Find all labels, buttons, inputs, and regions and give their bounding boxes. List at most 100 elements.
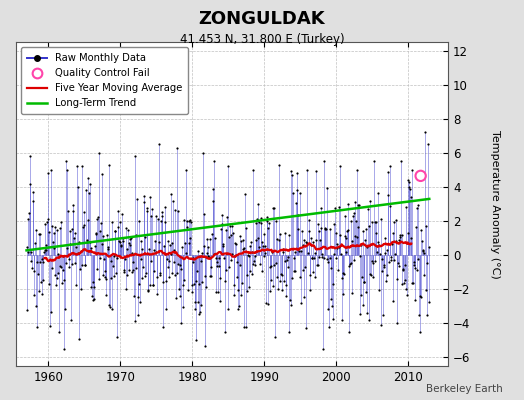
Point xyxy=(290,268,299,274)
Point xyxy=(213,259,221,266)
Point xyxy=(353,167,361,173)
Point xyxy=(397,158,405,164)
Point xyxy=(398,281,407,287)
Point xyxy=(136,256,145,262)
Point xyxy=(366,271,374,278)
Point xyxy=(362,289,370,296)
Point xyxy=(156,272,165,278)
Point xyxy=(114,224,122,230)
Point xyxy=(103,246,112,252)
Point xyxy=(128,258,137,265)
Point xyxy=(105,302,113,308)
Point xyxy=(81,262,90,268)
Point xyxy=(250,253,259,260)
Point xyxy=(286,296,294,303)
Point xyxy=(289,190,297,196)
Point xyxy=(201,343,210,349)
Point xyxy=(151,238,159,244)
Point xyxy=(102,276,110,282)
Point xyxy=(355,202,363,208)
Point xyxy=(114,208,123,214)
Point xyxy=(211,255,220,262)
Point xyxy=(224,163,233,170)
Point xyxy=(77,248,85,254)
Point xyxy=(309,239,318,245)
Point xyxy=(134,312,143,318)
Point xyxy=(201,273,209,279)
Point xyxy=(93,266,101,272)
Point xyxy=(140,234,149,240)
Point xyxy=(257,220,266,226)
Point xyxy=(324,259,333,266)
Point xyxy=(110,253,118,259)
Point xyxy=(239,246,247,252)
Point xyxy=(402,204,410,210)
Point xyxy=(216,274,225,281)
Point xyxy=(247,238,255,245)
Point xyxy=(334,267,342,273)
Point xyxy=(358,274,366,280)
Point xyxy=(369,274,377,280)
Point xyxy=(139,264,147,270)
Point xyxy=(251,262,259,269)
Point xyxy=(95,276,103,282)
Point xyxy=(342,235,350,242)
Point xyxy=(250,258,258,264)
Point xyxy=(217,212,226,218)
Point xyxy=(119,267,128,274)
Point xyxy=(111,228,119,234)
Point xyxy=(303,240,311,246)
Point xyxy=(274,286,282,292)
Point xyxy=(312,237,320,243)
Point xyxy=(424,244,433,251)
Point xyxy=(107,258,115,264)
Point xyxy=(276,278,285,284)
Point xyxy=(66,241,74,248)
Point xyxy=(341,233,349,240)
Point xyxy=(399,266,408,273)
Point xyxy=(183,218,192,224)
Point xyxy=(210,158,218,164)
Point xyxy=(329,280,337,287)
Point xyxy=(288,275,297,282)
Point xyxy=(413,256,422,262)
Point xyxy=(102,292,111,298)
Point xyxy=(131,318,139,324)
Point xyxy=(42,241,50,248)
Point xyxy=(126,235,134,242)
Point xyxy=(407,194,415,200)
Point xyxy=(223,214,231,220)
Point xyxy=(88,293,96,300)
Point xyxy=(222,227,230,234)
Point xyxy=(23,306,31,313)
Point xyxy=(282,282,291,288)
Point xyxy=(31,240,39,247)
Point xyxy=(292,200,300,206)
Point xyxy=(336,232,345,238)
Point xyxy=(73,250,82,256)
Point xyxy=(350,210,358,216)
Point xyxy=(192,278,201,284)
Point xyxy=(226,222,234,229)
Point xyxy=(50,224,59,230)
Point xyxy=(118,211,126,217)
Point xyxy=(395,237,403,244)
Point xyxy=(105,162,114,168)
Point xyxy=(87,245,95,252)
Point xyxy=(60,346,69,352)
Point xyxy=(54,329,63,335)
Point xyxy=(281,258,289,265)
Point xyxy=(117,242,126,249)
Point xyxy=(409,280,417,287)
Point xyxy=(136,298,144,305)
Point xyxy=(120,269,128,276)
Point xyxy=(236,262,244,268)
Point xyxy=(220,254,228,261)
Point xyxy=(382,278,390,284)
Point xyxy=(97,241,106,248)
Point xyxy=(67,317,75,323)
Point xyxy=(269,283,277,289)
Point xyxy=(43,219,51,226)
Point xyxy=(181,240,189,246)
Point xyxy=(420,249,429,256)
